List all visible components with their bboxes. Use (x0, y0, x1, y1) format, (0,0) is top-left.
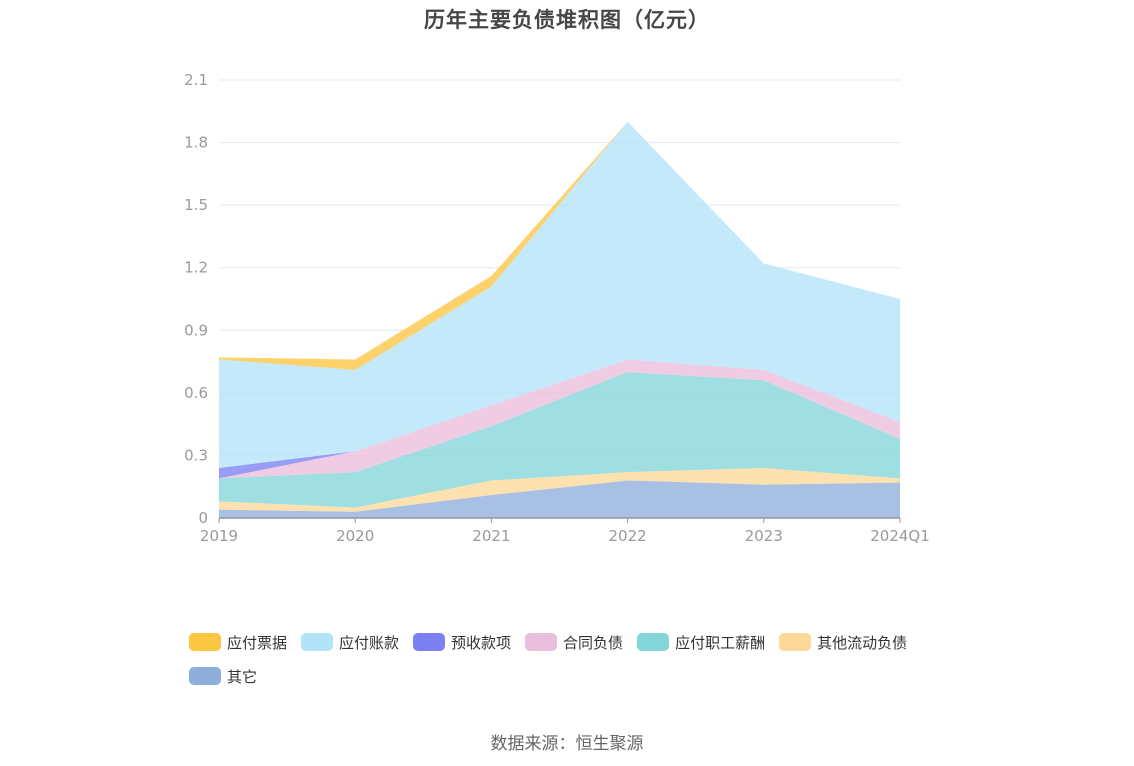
legend-label: 预收款项 (451, 633, 512, 652)
legend-item[interactable]: 合同负债 (525, 630, 623, 654)
legend-label: 其它 (227, 667, 258, 686)
y-tick-label: 0.6 (184, 384, 208, 402)
legend-label: 其他流动负债 (817, 633, 908, 652)
legend-item[interactable]: 其它 (189, 664, 257, 688)
axes: 0 0.3 0.6 0.9 1.2 1.5 1.8 2.1 2019 2020 2021 2022 20… (184, 71, 930, 545)
area-series-3[interactable] (219, 359, 900, 479)
chart-title: 历年主要负债堆积图（亿元） (424, 8, 710, 32)
legend-label: 应付账款 (339, 633, 400, 652)
area-series-2[interactable] (219, 372, 900, 508)
x-tick-label: 2023 (745, 527, 783, 545)
legend-swatch (189, 633, 221, 651)
legend-swatch (189, 667, 221, 685)
legend-swatch (525, 633, 558, 651)
legend-swatch (413, 633, 446, 651)
legend-item[interactable]: 应付账款 (301, 630, 399, 654)
legend-swatch (779, 633, 812, 651)
stacked-area-chart: 0 0.3 0.6 0.9 1.2 1.5 1.8 2.1 2019 2020 2021 2022 20… (184, 71, 930, 545)
legend-swatch (637, 633, 670, 651)
source-note: 数据来源：恒生聚源 (490, 734, 644, 754)
area-series (219, 121, 900, 518)
legend-label: 应付职工薪酬 (675, 633, 766, 652)
y-tick-label: 1.2 (184, 259, 208, 277)
x-tick-label: 2024Q1 (870, 527, 930, 545)
legend-item[interactable]: 应付票据 (189, 630, 287, 654)
y-tick-label: 1.8 (184, 134, 208, 152)
x-tick-label: 2020 (336, 527, 374, 545)
x-tick-label: 2022 (609, 527, 647, 545)
y-tick-label: 0.9 (184, 321, 208, 339)
legend-swatch (301, 633, 334, 651)
x-tick-label: 2019 (200, 527, 238, 545)
legend-item[interactable]: 预收款项 (413, 630, 511, 654)
y-tick-label: 0.3 (184, 446, 208, 464)
legend-item[interactable]: 应付职工薪酬 (637, 630, 765, 654)
legend-item[interactable]: 其他流动负债 (779, 630, 907, 654)
y-tick-label: 2.1 (184, 71, 208, 89)
legend-label: 应付票据 (227, 633, 288, 652)
y-tick-label: 1.5 (184, 196, 208, 214)
legend-label: 合同负债 (563, 633, 624, 652)
x-tick-label: 2021 (472, 527, 510, 545)
y-tick-label: 0 (198, 509, 208, 527)
area-series-0[interactable] (219, 480, 900, 518)
area-series-1[interactable] (219, 467, 900, 512)
legend: 应付票据 应付账款 预收款项 合同负债 应付职工薪酬 其他流动负债其它 (189, 630, 969, 688)
area-series-5[interactable] (219, 121, 900, 468)
